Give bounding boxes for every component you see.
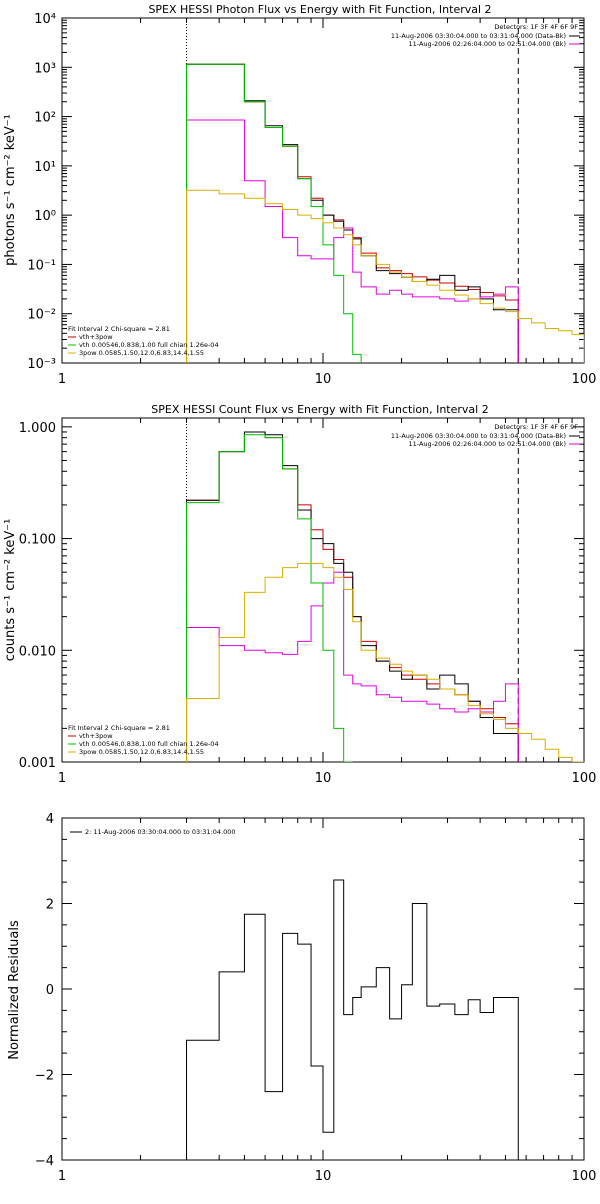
residual-legend-text: 2: 11-Aug-2006 03:30:04.000 to 03:31:04.… xyxy=(85,828,236,836)
fit-legend-text: 3pow 0.0585,1.50,12.0,6.83,14.4,1.55 xyxy=(79,349,204,357)
x-tick-label: 100 xyxy=(572,372,597,387)
y-tick-label: 4 xyxy=(46,812,54,827)
y-tick-label: 0 xyxy=(46,983,54,998)
x-tick-label: 100 xyxy=(572,1169,597,1184)
fit-legend-text: 3pow 0.0585,1.50,12.0,6.83,14.4,1.55 xyxy=(79,748,204,756)
fit-legend-text: vth+3pow xyxy=(79,732,113,740)
residuals-panel: Normalized Residuals 1 10 100 −4 −2 0 2 4 2: 11-… xyxy=(7,812,596,1184)
histogram-series xyxy=(186,189,584,363)
count-flux-ylabel: counts s⁻¹ cm⁻² keV⁻¹ xyxy=(3,519,18,662)
y-tick-label: 10⁻¹ xyxy=(27,258,56,273)
x-tick-label: 10 xyxy=(315,1169,332,1184)
histogram-series xyxy=(186,63,362,363)
y-tick-label: 10⁻³ xyxy=(27,357,56,372)
interval-legend-text: 11-Aug-2006 03:30:04.000 to 03:31:04.000… xyxy=(391,432,566,440)
y-tick-label: 10¹ xyxy=(34,160,56,175)
photon-flux-title: SPEX HESSI Photon Flux vs Energy with Fi… xyxy=(148,3,491,16)
y-tick-label: 0.010 xyxy=(19,644,56,659)
count-flux-title: SPEX HESSI Count Flux vs Energy with Fit… xyxy=(151,403,488,416)
residuals-ylabel: Normalized Residuals xyxy=(7,920,22,1060)
y-tick-label: −4 xyxy=(35,1154,54,1169)
histogram-series xyxy=(186,434,353,762)
histogram-series xyxy=(186,879,519,1160)
x-tick-label: 1 xyxy=(58,1169,66,1184)
x-tick-label: 10 xyxy=(315,372,332,387)
y-tick-label: 10² xyxy=(34,111,56,126)
count-flux-panel: SPEX HESSI Count Flux vs Energy with Fit… xyxy=(3,403,596,786)
x-tick-label: 1 xyxy=(58,771,66,786)
y-tick-label: 0.100 xyxy=(19,533,56,548)
y-tick-label: 10⁻² xyxy=(27,308,56,323)
histogram-series xyxy=(186,562,584,762)
y-tick-label: 10⁴ xyxy=(34,12,56,27)
interval-legend-text: 11-Aug-2006 02:26:04.000 to 02:51:04.000… xyxy=(409,40,566,48)
y-tick-label: 2 xyxy=(46,898,54,913)
fit-legend-text: Fit Interval 2 Chi-square = 2.81 xyxy=(68,325,170,333)
fit-legend-text: vth+3pow xyxy=(79,333,113,341)
x-tick-label: 100 xyxy=(572,771,597,786)
x-tick-label: 10 xyxy=(315,771,332,786)
y-tick-label: 1.000 xyxy=(19,421,56,436)
photon-flux-ylabel: photons s⁻¹ cm⁻² keV⁻¹ xyxy=(3,114,18,266)
fit-legend-text: vth 0.00546,0.838,1.00 full chian 1.26e-… xyxy=(79,740,219,748)
histogram-series xyxy=(186,571,519,762)
interval-legend-text: 11-Aug-2006 02:26:04.000 to 02:51:04.000… xyxy=(409,440,566,448)
fit-legend-text: vth 0.00546,0.838,1.00 full chian 1.26e-… xyxy=(79,341,219,349)
x-tick-label: 1 xyxy=(58,372,66,387)
fit-legend-text: Fit Interval 2 Chi-square = 2.81 xyxy=(68,724,170,732)
photon-flux-panel: SPEX HESSI Photon Flux vs Energy with Fi… xyxy=(3,3,596,387)
interval-legend-text: 11-Aug-2006 03:30:04.000 to 03:31:04.000… xyxy=(391,32,566,40)
y-tick-label: 10³ xyxy=(34,61,56,76)
y-tick-label: −2 xyxy=(35,1069,54,1084)
y-tick-label: 10⁰ xyxy=(34,209,56,224)
detectors-label: Detectors: 1F 3F 4F 6F 9F xyxy=(494,23,578,31)
detectors-label: Detectors: 1F 3F 4F 6F 9F xyxy=(494,423,578,431)
y-tick-label: 0.001 xyxy=(19,756,56,771)
